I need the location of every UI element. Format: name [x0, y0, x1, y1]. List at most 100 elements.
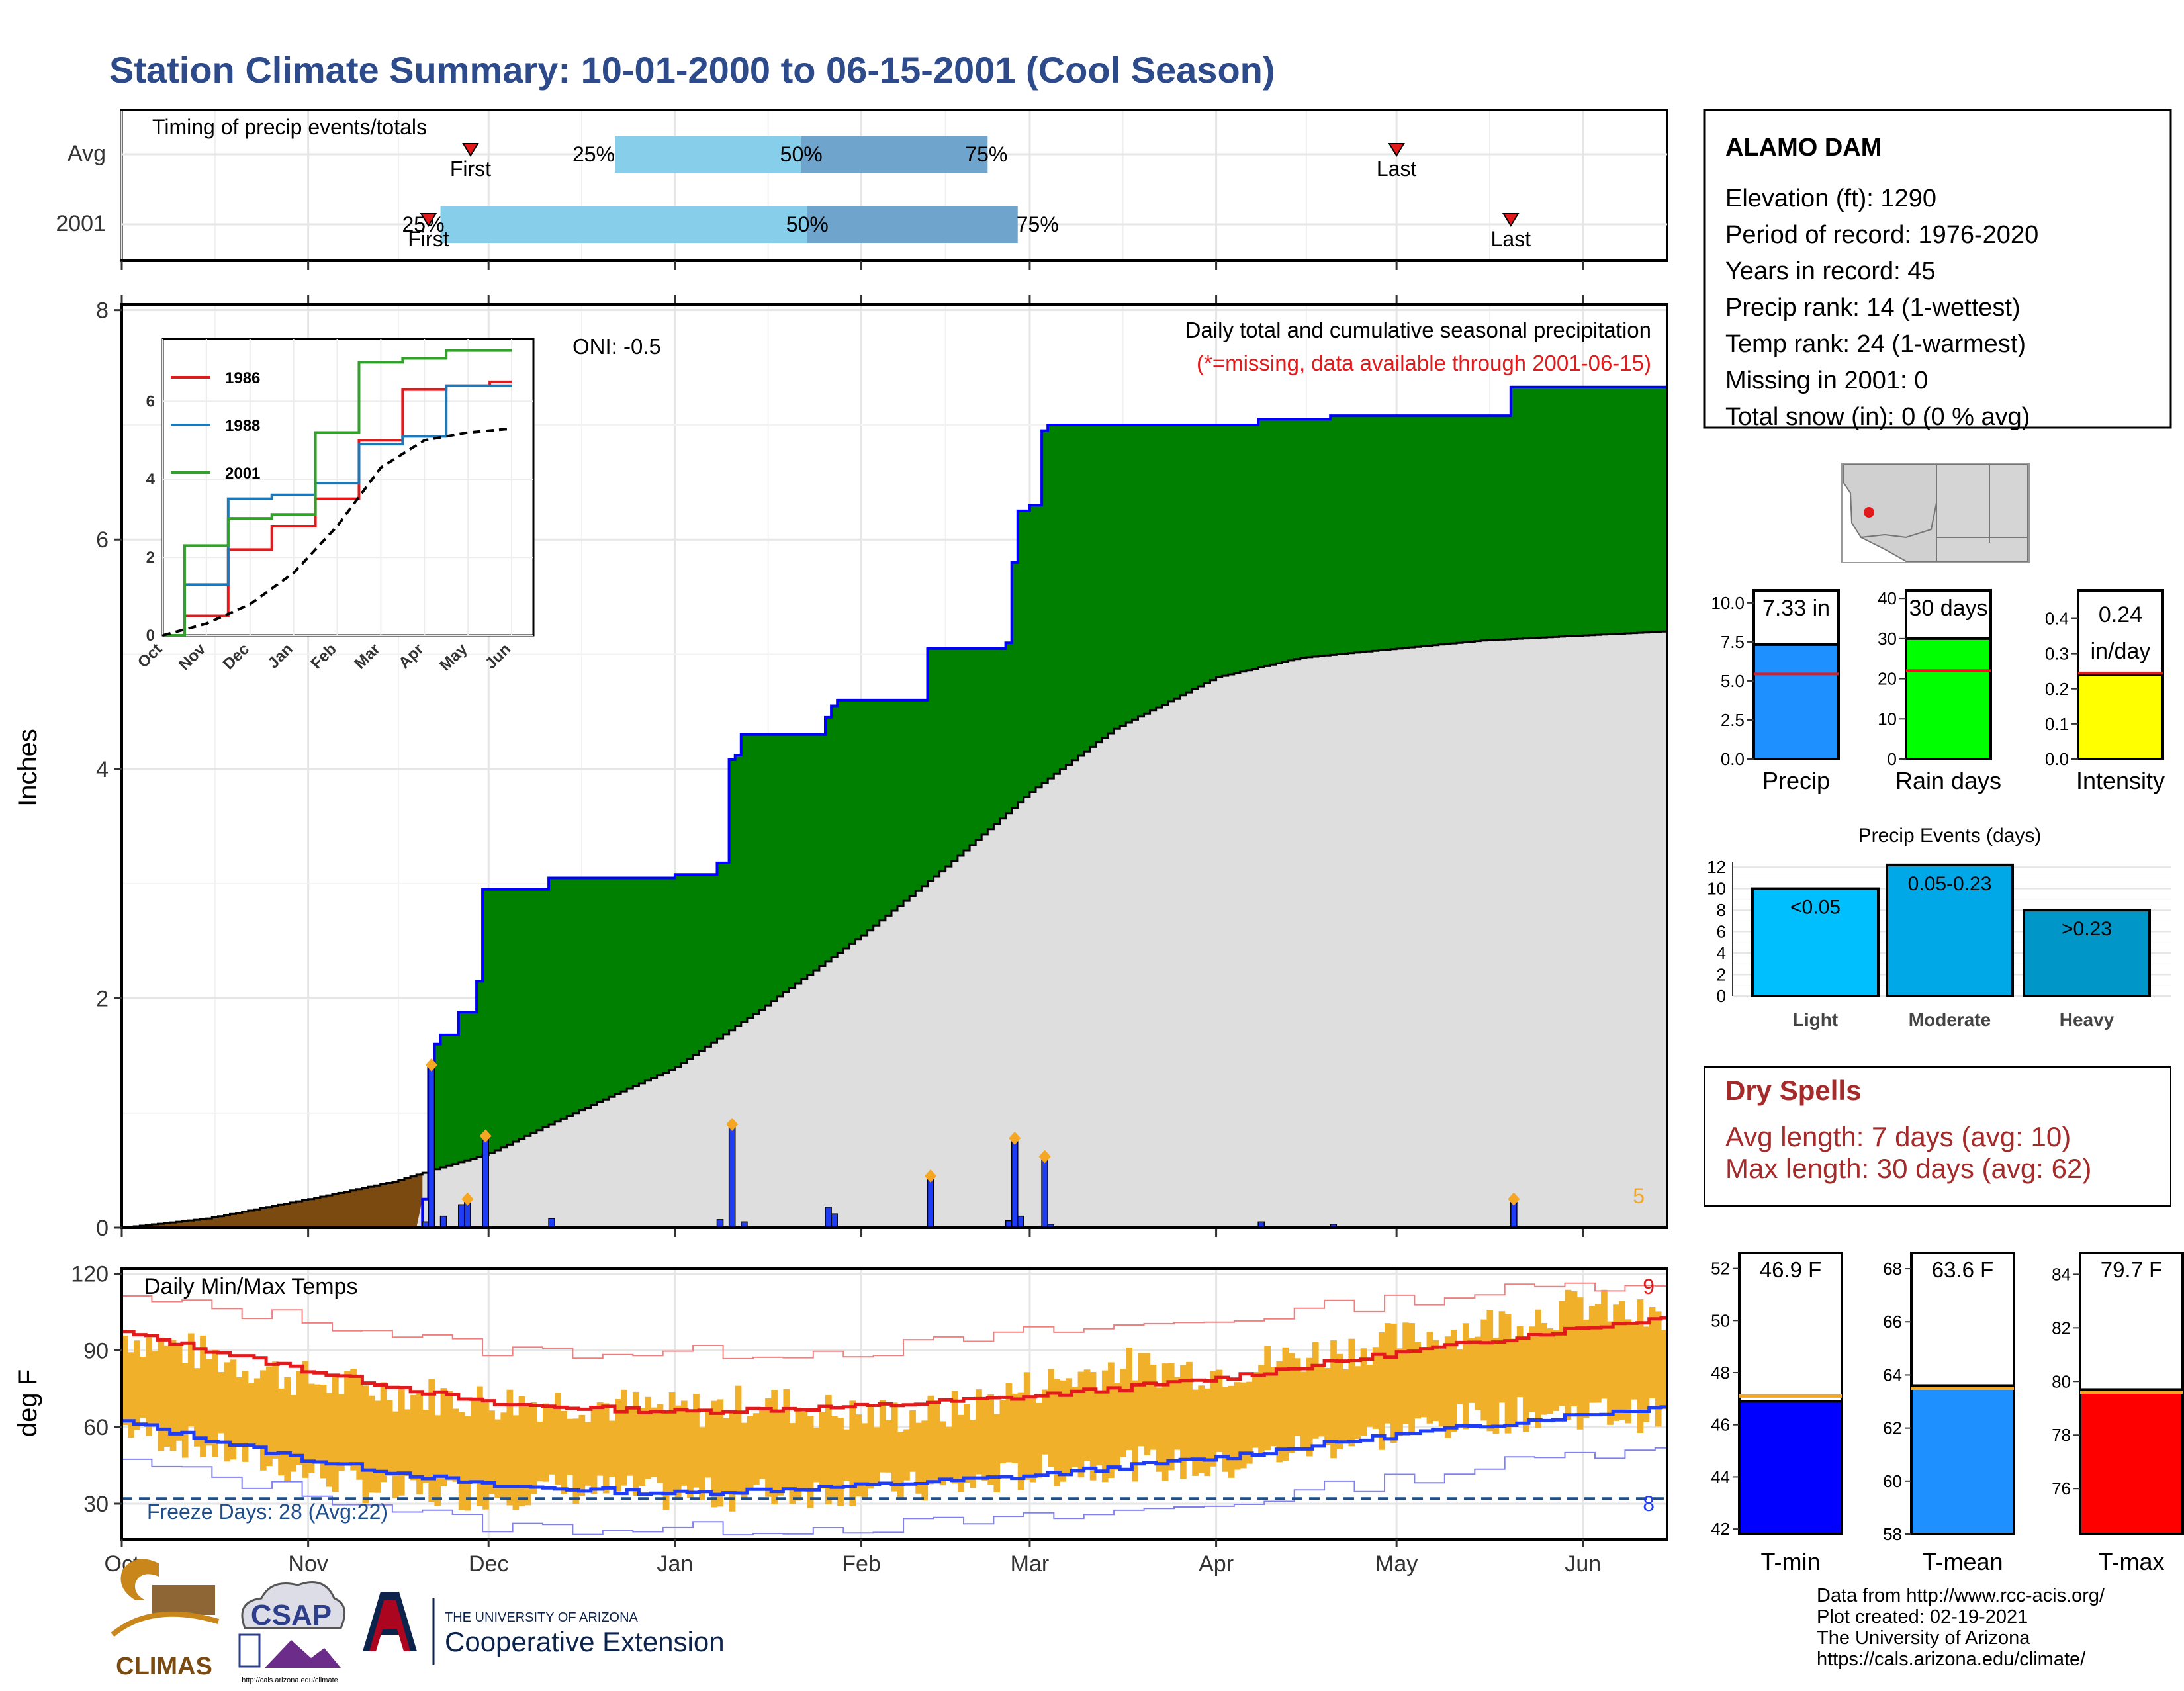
temp-daily-bar [266, 1366, 273, 1467]
mini-tick-label: 0.2 [2045, 679, 2069, 699]
record-min-line [122, 1447, 1667, 1536]
station-detail-line: Period of record: 1976-2020 [1725, 221, 2038, 249]
temp-mini-tick-label: 76 [2052, 1479, 2071, 1498]
temp-daily-bar [1492, 1337, 1500, 1434]
daily-precip-bar [1011, 1138, 1019, 1228]
timing-title: Timing of precip events/totals [152, 115, 427, 139]
daily-precip-bar [428, 1064, 435, 1228]
temp-daily-bar [356, 1377, 363, 1480]
temp-daily-bar [181, 1363, 189, 1458]
temp-daily-bar [1432, 1340, 1439, 1421]
temp-daily-bar [590, 1406, 598, 1494]
temp-daily-bar [555, 1393, 561, 1485]
diamond-marker-icon [425, 1058, 437, 1072]
temp-daily-bar [1180, 1365, 1187, 1479]
temp-daily-bar [446, 1390, 453, 1481]
ua-small-text: THE UNIVERSITY OF ARIZONA [445, 1610, 639, 1625]
temp-daily-bar [1570, 1291, 1578, 1407]
temp-daily-bar [1216, 1369, 1223, 1453]
timing-row-avg: Avg [68, 141, 106, 166]
mini-tick-label: 10.0 [1711, 593, 1745, 613]
events-bar-label: <0.05 [1790, 897, 1841, 919]
temp-daily-bar [1655, 1311, 1662, 1427]
temp-daily-bar [1054, 1379, 1060, 1486]
daily-precip-bar [1017, 1215, 1024, 1228]
temp-daily-bar [735, 1385, 742, 1494]
precip-legend-title: Daily total and cumulative seasonal prec… [1185, 318, 1651, 342]
temp-daily-bar [1504, 1314, 1512, 1434]
timing-row-2001: 2001 [56, 211, 106, 236]
temp-daily-bar [200, 1335, 206, 1457]
temp-mini-tick-label: 62 [1883, 1418, 1902, 1438]
temp-mini-category-label: T-mean [1922, 1548, 2003, 1575]
temp-daily-bar [464, 1416, 471, 1511]
station-frame [1703, 109, 2172, 429]
temp-daily-bar [843, 1429, 850, 1481]
temp-daily-bar [933, 1400, 940, 1481]
mini-tick-label: 0.0 [1721, 749, 1745, 769]
inset-frame [161, 338, 535, 637]
temp-daily-bar [187, 1333, 195, 1427]
inset-line-1988 [163, 384, 512, 637]
diamond-marker-icon [479, 1129, 492, 1143]
temp-daily-bar [1288, 1353, 1295, 1453]
temp-daily-bar [272, 1361, 279, 1459]
temp-daily-bar [1204, 1388, 1211, 1477]
temp-daily-bar [512, 1415, 520, 1510]
temp-daily-bar [945, 1426, 952, 1481]
mini-tick-label: 30 [1878, 629, 1897, 649]
temp-daily-bar [602, 1403, 610, 1494]
temp-daily-bar [1396, 1348, 1403, 1437]
mini-tick-label: 0 [1888, 749, 1897, 769]
temp-daily-bar [290, 1394, 297, 1472]
station-detail-line: Total snow (in): 0 (0 % avg) [1725, 403, 2030, 431]
temp-daily-bar [825, 1394, 832, 1504]
temp-daily-bar [1011, 1393, 1019, 1463]
inset-legend-label: 2001 [225, 465, 260, 482]
cumulative-2001-area [122, 387, 1667, 1228]
temp-daily-bar [567, 1418, 574, 1475]
station-detail-line: Temp rank: 24 (1-warmest) [1725, 330, 2026, 358]
footer-credits: Data from http://www.rcc-acis.org/Plot c… [1817, 1585, 2105, 1670]
mini-tick-label: 0.3 [2045, 644, 2069, 664]
temp-daily-bar [1126, 1348, 1132, 1450]
temp-daily-bar [1252, 1371, 1259, 1448]
inset-y-tick-label: 4 [146, 471, 156, 488]
station-info-box: ALAMO DAM Elevation (ft): 1290 Period of … [1703, 109, 2172, 431]
temp-daily-bar [801, 1412, 808, 1491]
timing-bar-25-50 [615, 136, 801, 173]
temp-daily-bar [879, 1400, 886, 1473]
temp-daily-bar [807, 1415, 814, 1508]
temp-daily-bar [674, 1405, 682, 1500]
temp-y-tick-label: 120 [71, 1262, 109, 1287]
daily-precip-bar [439, 1215, 447, 1228]
mini-category-label: Intensity [2076, 767, 2165, 794]
temp-daily-bar [915, 1422, 922, 1494]
temp-daily-bar [1649, 1306, 1656, 1398]
temp-mini-value-label: 79.7 F [2101, 1257, 2163, 1282]
temp-daily-bar [711, 1400, 718, 1508]
station-details: Elevation (ft): 1290 Period of record: 19… [1725, 185, 2038, 431]
temp-daily-bar [1594, 1304, 1602, 1403]
ua-big-text: Cooperative Extension [445, 1626, 725, 1657]
events-category-label: Light [1793, 1009, 1838, 1030]
diamond-marker-icon [925, 1169, 937, 1183]
temp-daily-bar [813, 1428, 820, 1483]
avg-max-line [122, 1316, 1667, 1415]
temp-daily-bar [477, 1386, 483, 1506]
temp-daily-bar [699, 1427, 705, 1500]
temp-mini-tick-label: 68 [1883, 1259, 1902, 1279]
events-category-label: Moderate [1909, 1009, 1991, 1030]
triangle-down-icon [1502, 213, 1520, 227]
temp-daily-bar [1029, 1396, 1036, 1483]
triangle-down-icon [462, 143, 479, 157]
temp-daily-bar [1360, 1348, 1367, 1436]
temp-daily-bar [1312, 1342, 1319, 1439]
temp-daily-bar [1173, 1377, 1181, 1450]
temp-daily-bar [1582, 1319, 1590, 1418]
temp-daily-bar [1114, 1383, 1120, 1470]
temp-daily-bar [957, 1414, 964, 1492]
temp-daily-bar [662, 1412, 670, 1510]
temp-daily-bar [338, 1394, 345, 1471]
temp-daily-bar [783, 1389, 790, 1490]
